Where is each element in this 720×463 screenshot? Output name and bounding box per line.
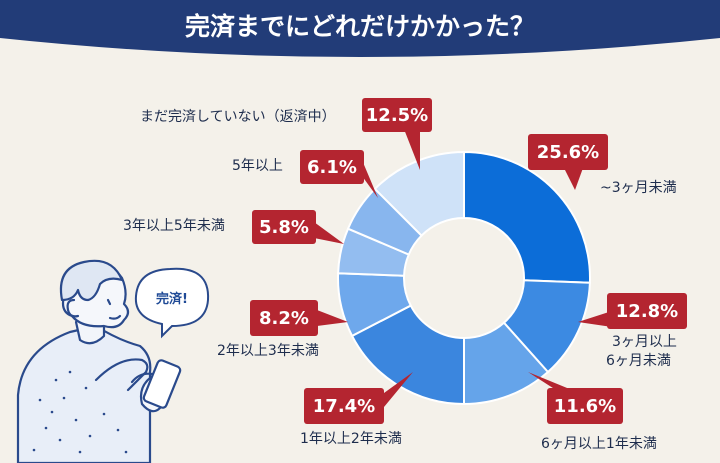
speech-bubble-text: 完済! xyxy=(156,291,188,307)
callout-4: 8.2% 2年以上3年未満 xyxy=(217,300,348,359)
category-label-3-text: 1年以上2年未満 xyxy=(300,431,402,447)
percent-label-5: 5.8% xyxy=(259,217,309,238)
category-label-5-text: 3年以上5年未満 xyxy=(123,218,225,234)
ear xyxy=(66,298,80,318)
callout-2: 11.6% 6ヶ月以上1年未満 xyxy=(528,372,657,452)
category-label-0-text: ~3ヶ月未満 xyxy=(600,180,677,196)
smartphone-icon xyxy=(142,359,182,409)
callout-3: 17.4% 1年以上2年未満 xyxy=(300,372,413,447)
percent-box xyxy=(250,300,318,336)
category-label-5: 3年以上5年未満 xyxy=(123,218,225,234)
donut-slice-7 xyxy=(373,150,465,237)
callout-7: 12.5% まだ完済していない（返済中） xyxy=(140,98,432,170)
speech-bubble-shape xyxy=(134,267,210,339)
percent-label-7: 12.5% xyxy=(366,105,428,126)
donut-slice-0 xyxy=(463,150,591,284)
shirt xyxy=(16,324,152,463)
finger xyxy=(130,372,154,384)
category-label-0: ~3ヶ月未満 xyxy=(600,180,677,196)
category-label-4: 2年以上3年未満 xyxy=(217,343,319,359)
percent-label-6: 6.1% xyxy=(307,157,357,178)
person-illustration xyxy=(16,259,182,463)
percent-label-4: 8.2% xyxy=(259,308,309,329)
percent-box xyxy=(607,293,687,329)
hair xyxy=(59,259,124,302)
mouth xyxy=(108,314,122,320)
shirt-pattern xyxy=(32,370,128,454)
callout-pointer xyxy=(565,168,583,190)
category-label-7-text: まだ完済していない（返済中） xyxy=(140,109,336,125)
speech-bubble: 完済! xyxy=(134,267,210,339)
callout-1: 12.8% 3ヶ月以上 6ヶ月未満 xyxy=(578,293,687,369)
category-label-1: 3ヶ月以上 6ヶ月未満 xyxy=(606,334,681,369)
percent-label-2: 11.6% xyxy=(554,396,616,417)
chart-title: 完済までにどれだけかかった？ xyxy=(185,12,535,41)
banner-shape xyxy=(0,0,720,57)
callout-0: 25.6% ~3ヶ月未満 xyxy=(528,134,677,196)
percent-box xyxy=(300,150,364,184)
category-label-4-text: 2年以上3年未満 xyxy=(217,343,319,359)
percent-box xyxy=(528,134,608,170)
donut-chart xyxy=(337,150,591,406)
percent-box xyxy=(362,98,432,132)
percent-label-0: 25.6% xyxy=(537,142,599,163)
category-label-1-line-1: 3ヶ月以上 xyxy=(612,334,677,350)
category-label-2: 6ヶ月以上1年未満 xyxy=(541,436,657,452)
category-label-3: 1年以上2年未満 xyxy=(300,431,402,447)
callout-5: 5.8% 3年以上5年未満 xyxy=(123,210,344,244)
category-label-6: 5年以上 xyxy=(232,158,283,174)
category-label-2-text: 6ヶ月以上1年未満 xyxy=(541,436,657,452)
percent-label-3: 17.4% xyxy=(313,396,375,417)
callout-pointer xyxy=(362,160,378,198)
eye xyxy=(106,298,112,306)
arm xyxy=(94,358,149,392)
percent-box xyxy=(252,210,316,244)
percent-box xyxy=(547,388,623,424)
title-banner: 完済までにどれだけかかった？ xyxy=(0,0,720,57)
callout-6: 6.1% 5年以上 xyxy=(232,150,378,198)
callouts: 25.6% ~3ヶ月未満 12.8% 3ヶ月以上 6ヶ月未満 11.6% 6ヶ月… xyxy=(123,98,687,452)
percent-box xyxy=(304,388,384,424)
category-label-7: まだ完済していない（返済中） xyxy=(140,109,336,125)
callout-pointer xyxy=(314,222,344,244)
callout-pointer xyxy=(528,372,572,390)
callout-pointer xyxy=(578,311,612,327)
callout-pointer xyxy=(317,310,348,326)
percent-label-1: 12.8% xyxy=(616,301,678,322)
callout-pointer xyxy=(402,124,420,170)
callout-pointer xyxy=(384,372,413,407)
category-label-1-line-2: 6ヶ月未満 xyxy=(606,353,671,369)
category-label-6-text: 5年以上 xyxy=(232,158,283,174)
